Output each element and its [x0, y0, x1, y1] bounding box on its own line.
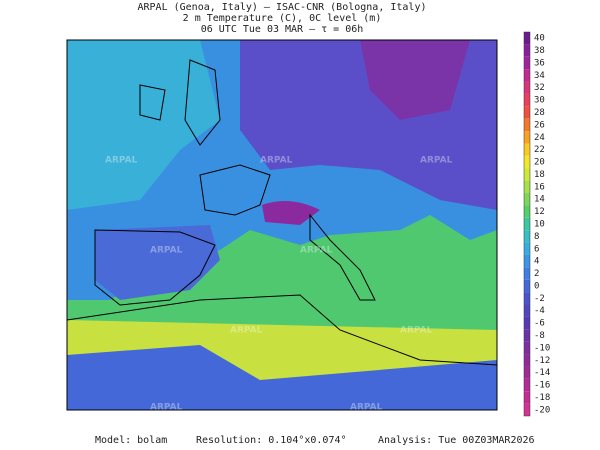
colorbar-label: 22 [534, 145, 545, 155]
colorbar-label: -8 [534, 331, 545, 341]
colorbar-label: -14 [534, 368, 550, 378]
footer-analysis: Analysis: Tue 00Z03MAR2026 [378, 435, 535, 446]
colorbar-label: 30 [534, 96, 545, 106]
colorbar-cell [524, 32, 530, 45]
header-line: 2 m Temperature (C), 0C level (m) [183, 13, 382, 24]
colorbar-cell [524, 230, 530, 243]
watermark: ARPAL [300, 246, 333, 256]
watermark: ARPAL [350, 403, 383, 413]
colorbar-label: 18 [534, 170, 545, 180]
colorbar-label: -2 [534, 294, 545, 304]
colorbar-cell [524, 168, 530, 181]
colorbar-label: -18 [534, 393, 550, 403]
colorbar-cell [524, 106, 530, 119]
colorbar-cell [524, 81, 530, 94]
watermark: ARPAL [150, 403, 183, 413]
colorbar-cell [524, 279, 530, 293]
colorbar-label: 12 [534, 207, 545, 217]
colorbar-label: -16 [534, 381, 550, 391]
colorbar-label: 28 [534, 108, 545, 118]
colorbar-cell [524, 217, 530, 231]
colorbar-label: -12 [534, 356, 550, 366]
watermark: ARPAL [260, 156, 293, 166]
colorbar-cell [524, 155, 530, 169]
colorbar-cell [524, 180, 530, 194]
colorbar-label: 36 [534, 58, 545, 68]
colorbar-label: 26 [534, 120, 545, 130]
colorbar-label: 2 [534, 269, 539, 279]
colorbar-label: 4 [534, 257, 539, 267]
colorbar-cell [524, 254, 530, 268]
colorbar-label: 34 [534, 71, 545, 81]
colorbar-cell [524, 354, 530, 367]
colorbar-label: -6 [534, 319, 545, 329]
colorbar-cell [524, 44, 530, 57]
colorbar-label: 14 [534, 195, 545, 205]
map-frame [66, 39, 498, 411]
colorbar-cell [524, 403, 530, 416]
iberia [95, 225, 220, 300]
colorbar-cell [524, 143, 530, 156]
colorbar-cell [524, 391, 530, 404]
colorbar-cell [524, 56, 530, 70]
colorbar-label: 38 [534, 46, 545, 56]
colorbar-label: 8 [534, 232, 539, 242]
atlantic [67, 40, 220, 210]
colorbar-cell [524, 329, 530, 342]
colorbar-label: 6 [534, 244, 539, 254]
colorbar-label: -4 [534, 306, 545, 316]
header-line: 06 UTC Tue 03 MAR — τ = 06h [201, 24, 364, 35]
colorbar-cell [524, 267, 530, 280]
colorbar-label: -10 [534, 343, 550, 353]
watermark: ARPAL [105, 156, 138, 166]
colorbar-cell [524, 205, 530, 218]
east-cold [360, 40, 470, 120]
footer-resolution: Resolution: 0.104°x0.074° [196, 435, 347, 446]
colorbar-cell [524, 292, 530, 305]
alps [262, 201, 320, 225]
colorbar-cell [524, 131, 530, 144]
colorbar-label: 16 [534, 182, 545, 192]
coastline [66, 59, 498, 366]
colorbar-cell [524, 69, 530, 82]
colorbar-cell [524, 341, 530, 355]
colorbar-label: 10 [534, 220, 545, 230]
colorbar-cell [524, 366, 530, 379]
colorbar-label: 40 [534, 34, 545, 44]
watermark: ARPAL [230, 326, 263, 336]
colorbar-cell [524, 93, 530, 107]
header-line: ARPAL (Genoa, Italy) — ISAC-CNR (Bologna… [138, 2, 427, 13]
colorbar-cell [524, 378, 530, 392]
watermark: ARPAL [400, 326, 433, 336]
colorbar-frame [523, 31, 531, 417]
colorbar-cell [524, 316, 530, 330]
watermark: ARPAL [150, 246, 183, 256]
colorbar-label: 24 [534, 133, 545, 143]
footer-model: Model: bolam [95, 435, 167, 446]
colorbar-label: 20 [534, 158, 545, 168]
map: ARPAL ARPAL ARPAL ARPAL ARPAL ARPAL ARPA… [66, 39, 498, 413]
colorbar-cell [524, 118, 530, 132]
colorbar-cell [524, 193, 530, 206]
colorbar: 4038363432302826242220181614121086420-2-… [523, 31, 550, 417]
colorbar-label: -20 [534, 405, 550, 415]
colorbar-label: 0 [534, 281, 539, 291]
atlas-cold [67, 345, 497, 410]
colorbar-label: 32 [534, 83, 545, 93]
colorbar-cell [524, 242, 530, 255]
colorbar-cell [524, 304, 530, 317]
watermark: ARPAL [420, 156, 453, 166]
